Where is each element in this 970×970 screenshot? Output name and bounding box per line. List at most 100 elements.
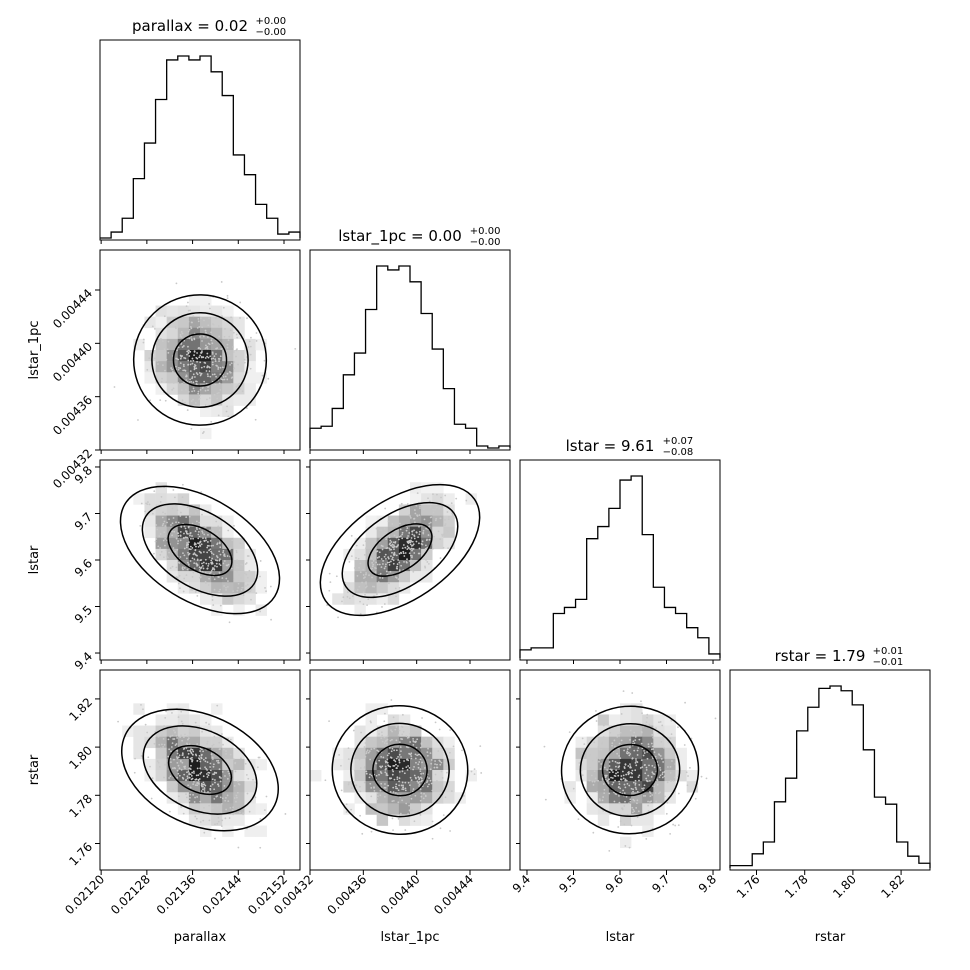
sample-point bbox=[602, 796, 605, 798]
sample-point bbox=[230, 600, 233, 603]
sample-point bbox=[638, 779, 640, 782]
sample-point bbox=[186, 506, 189, 509]
sample-point bbox=[615, 765, 617, 768]
sample-point bbox=[248, 569, 251, 572]
sample-point bbox=[217, 366, 220, 369]
sample-point bbox=[249, 590, 252, 593]
sample-point bbox=[389, 544, 392, 547]
sample-point bbox=[450, 790, 453, 792]
sample-point bbox=[230, 377, 233, 379]
sample-point bbox=[205, 331, 207, 334]
sample-point bbox=[200, 757, 203, 760]
density-cell bbox=[200, 427, 212, 440]
sample-point bbox=[650, 742, 653, 745]
sample-point bbox=[182, 345, 185, 347]
sample-point bbox=[611, 742, 614, 745]
density-cell bbox=[177, 781, 190, 793]
sample-point bbox=[217, 820, 220, 823]
sample-point bbox=[380, 737, 383, 740]
density-cell bbox=[564, 781, 576, 793]
sample-point bbox=[593, 741, 596, 744]
sample-point bbox=[201, 387, 204, 389]
density-cell bbox=[155, 770, 167, 782]
interior-ticks bbox=[100, 240, 285, 244]
sample-point bbox=[209, 571, 212, 574]
density-cell bbox=[166, 316, 179, 329]
sample-point bbox=[263, 359, 266, 362]
sample-point bbox=[177, 540, 180, 542]
sample-point bbox=[259, 610, 262, 613]
sample-point bbox=[373, 789, 376, 792]
sample-point bbox=[269, 585, 272, 588]
sample-point bbox=[162, 511, 164, 514]
sample-point bbox=[637, 810, 640, 813]
sample-point bbox=[378, 820, 380, 823]
sample-point bbox=[207, 342, 210, 345]
sample-point bbox=[406, 527, 409, 529]
sample-point bbox=[444, 524, 447, 527]
density-cell bbox=[642, 803, 654, 815]
sample-point bbox=[409, 732, 412, 735]
sample-point bbox=[579, 749, 582, 752]
sample-point bbox=[412, 744, 415, 746]
sample-point bbox=[437, 750, 440, 752]
sample-point bbox=[199, 570, 202, 573]
title-plus-error: +0.00 bbox=[470, 226, 501, 237]
sample-point bbox=[179, 362, 182, 365]
sample-point bbox=[178, 767, 181, 770]
sample-point bbox=[215, 772, 218, 774]
sample-point bbox=[597, 745, 600, 748]
sample-point bbox=[376, 593, 378, 595]
sample-point bbox=[194, 376, 196, 378]
sample-point bbox=[162, 356, 165, 359]
sample-point bbox=[597, 779, 600, 782]
sample-point bbox=[218, 563, 221, 565]
density-cell bbox=[387, 736, 400, 749]
density-cell bbox=[410, 571, 422, 583]
sample-point bbox=[383, 786, 386, 789]
density-cell bbox=[631, 725, 643, 737]
sample-point bbox=[263, 809, 266, 812]
sample-point bbox=[348, 781, 350, 784]
sample-point bbox=[643, 784, 646, 787]
sample-point bbox=[207, 389, 209, 392]
sample-point bbox=[411, 569, 414, 572]
sample-point bbox=[163, 776, 165, 779]
sample-point bbox=[636, 754, 639, 756]
sample-point bbox=[223, 560, 226, 562]
sample-point bbox=[612, 771, 614, 774]
sample-point bbox=[175, 734, 178, 737]
sample-point bbox=[224, 375, 227, 378]
sample-point bbox=[624, 845, 627, 847]
sample-point bbox=[660, 740, 663, 743]
interior-ticks bbox=[100, 660, 285, 664]
sample-point bbox=[208, 302, 211, 305]
sample-point bbox=[593, 770, 596, 773]
sample-point bbox=[179, 736, 181, 738]
density-cell bbox=[166, 305, 179, 317]
sample-point bbox=[229, 329, 232, 332]
sample-point bbox=[212, 765, 215, 768]
sample-point bbox=[211, 746, 214, 749]
sample-point bbox=[207, 562, 210, 565]
sample-point bbox=[206, 551, 209, 554]
sample-point bbox=[651, 771, 654, 774]
sample-point bbox=[638, 738, 641, 741]
sample-point bbox=[375, 527, 378, 530]
sample-point bbox=[385, 739, 388, 742]
sample-point bbox=[198, 372, 201, 374]
sample-point bbox=[684, 701, 686, 704]
sample-point bbox=[411, 556, 413, 559]
sample-point bbox=[206, 355, 209, 358]
sample-point bbox=[200, 559, 203, 561]
sample-point bbox=[181, 754, 184, 756]
sample-point bbox=[439, 787, 441, 790]
density-cell bbox=[631, 814, 643, 826]
sample-point bbox=[382, 533, 385, 536]
sample-point bbox=[614, 760, 617, 763]
density-cell bbox=[211, 405, 223, 417]
sample-point bbox=[140, 755, 143, 757]
sample-point bbox=[207, 791, 209, 793]
sample-point bbox=[370, 774, 373, 777]
sample-point bbox=[373, 585, 376, 588]
